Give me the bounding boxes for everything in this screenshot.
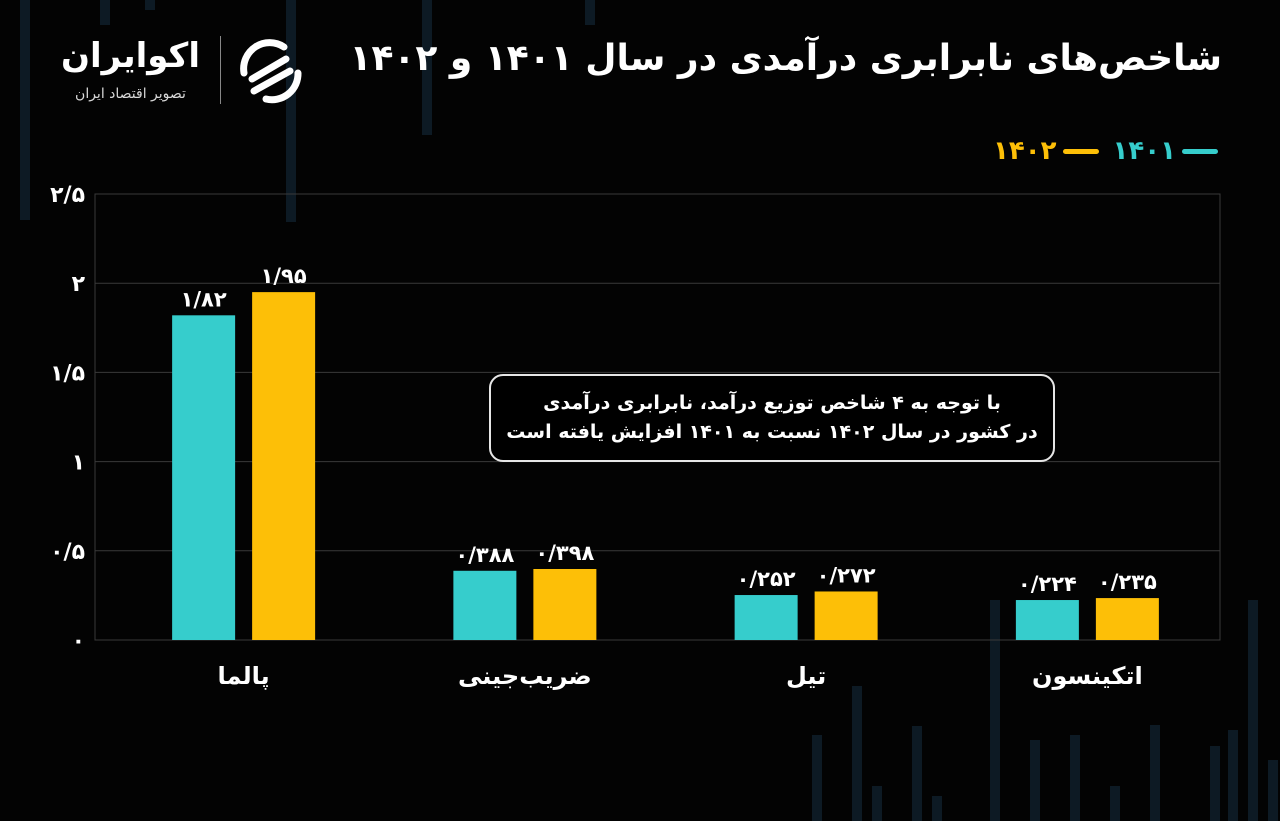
page-title: شاخص‌های نابرابری درآمدی در سال ۱۴۰۱ و ۱… [349, 38, 1222, 79]
brand-tagline: تصویر اقتصاد ایران [75, 86, 186, 102]
bar [533, 568, 597, 640]
bar [814, 591, 878, 640]
x-category-label: اتکینسون [1032, 662, 1143, 690]
chart-legend: ۱۴۰۱ ۱۴۰۲ [993, 136, 1218, 166]
y-tick-label: ۱/۵ [50, 361, 85, 386]
brand-name: اکوایران [61, 36, 200, 76]
x-category-label: تیل [786, 662, 826, 690]
bar [172, 315, 236, 640]
annotation-line-1: با توجه به ۴ شاخص توزیع درآمد، نابرابری … [543, 392, 1001, 414]
legend-label-1402: ۱۴۰۲ [993, 136, 1057, 166]
data-label: ۰/۲۷۲ [817, 563, 876, 587]
bar [252, 292, 316, 640]
data-label: ۰/۳۹۸ [535, 541, 594, 565]
data-label: ۰/۲۳۵ [1098, 570, 1157, 594]
data-label: ۰/۲۲۴ [1018, 572, 1077, 596]
y-tick-label: ۲ [72, 272, 86, 297]
x-category-label: ضریب‌جینی [458, 662, 592, 690]
bar [453, 570, 517, 640]
legend-swatch-1402 [1062, 148, 1099, 154]
bar [1015, 600, 1079, 640]
y-tick-label: ۰ [72, 629, 85, 654]
bar [1095, 598, 1159, 640]
ecoiran-logo-icon [240, 39, 302, 104]
bar [734, 595, 798, 640]
data-label: ۰/۳۸۸ [455, 543, 514, 567]
legend-label-1401: ۱۴۰۱ [1112, 136, 1176, 166]
data-label: ۱/۹۵ [261, 264, 307, 288]
y-tick-label: ۰/۵ [50, 540, 85, 565]
y-tick-label: ۲/۵ [50, 183, 85, 208]
data-label: ۰/۲۵۲ [737, 567, 796, 591]
data-label: ۱/۸۲ [181, 287, 227, 311]
y-tick-label: ۱ [72, 451, 85, 476]
annotation-line-2: در کشور در سال ۱۴۰۲ نسبت به ۱۴۰۱ افزایش … [506, 421, 1038, 443]
legend-swatch-1401 [1182, 148, 1218, 154]
legend-item-1402: ۱۴۰۲ [993, 136, 1099, 166]
x-category-label: پالما [218, 662, 270, 690]
annotation-box: با توجه به ۴ شاخص توزیع درآمد، نابرابری … [489, 374, 1055, 462]
legend-item-1401: ۱۴۰۱ [1113, 136, 1218, 166]
brand-divider [220, 36, 221, 104]
